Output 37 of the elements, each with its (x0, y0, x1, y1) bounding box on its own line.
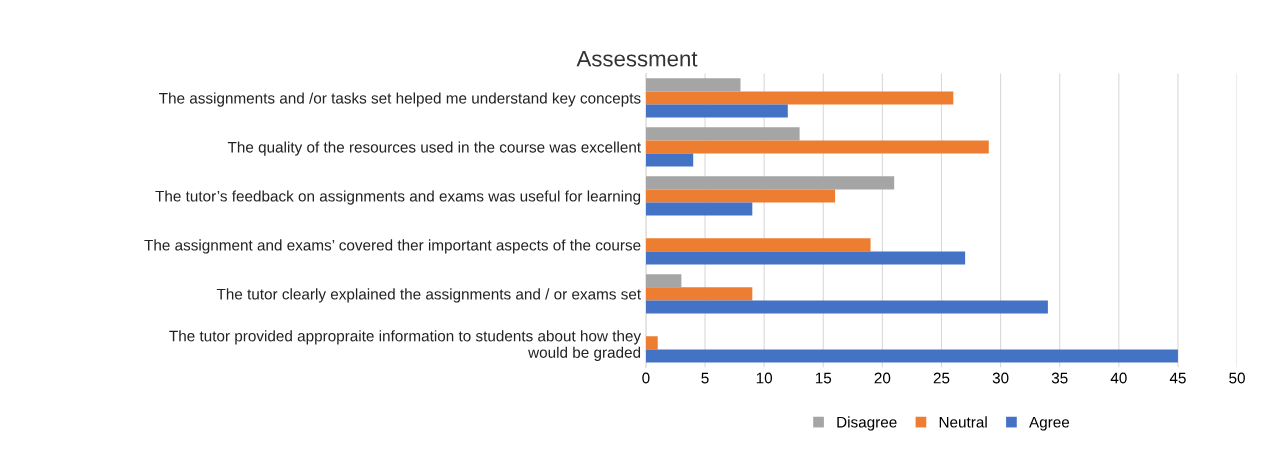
bar (645, 274, 682, 288)
bar (645, 78, 741, 92)
chart-title: Assessment (576, 51, 698, 67)
bar (645, 300, 1048, 314)
bar (645, 251, 966, 265)
y-tick-label: The tutor clearly explained the assignments and / or exams set (216, 288, 641, 303)
y-tick-label: The tutor provided appropraite information to students about how they would be graded (169, 330, 642, 361)
y-tick-label: The quality of the resources used in the course was excellent (227, 141, 641, 156)
x-tick-label: 20 (874, 372, 891, 384)
bar (645, 287, 753, 301)
bar (645, 349, 1178, 363)
bar (645, 176, 895, 190)
legend-label: Agree (1029, 416, 1070, 431)
x-tick-label: 0 (642, 372, 650, 384)
bar (645, 140, 989, 154)
bar (645, 91, 954, 105)
bar (645, 336, 658, 350)
bar (645, 104, 788, 118)
legend-label: Disagree (837, 416, 897, 431)
legend-label: Neutral (939, 416, 987, 428)
y-tick-label: The assignments and /or tasks set helped me understand key concepts (159, 92, 641, 107)
x-tick-label: 5 (701, 372, 709, 384)
x-tick-label: 30 (992, 372, 1009, 384)
y-tick-label: The tutor’s feedback on assignments and exams was useful for learning (155, 190, 641, 205)
bar (645, 153, 694, 167)
x-tick-label: 35 (1051, 372, 1068, 384)
x-tick-label: 10 (756, 372, 773, 384)
bar (645, 238, 871, 252)
bar (645, 189, 836, 203)
bar (645, 127, 800, 141)
x-tick-label: 45 (1169, 372, 1186, 384)
x-tick-label: 40 (1110, 372, 1127, 384)
y-tick-label: The assignment and exams’ covered ther important aspects of the course (144, 239, 641, 254)
x-tick-label: 50 (1229, 372, 1245, 384)
x-tick-label: 15 (815, 372, 832, 384)
bar (645, 202, 753, 216)
x-tick-label: 25 (933, 372, 950, 384)
